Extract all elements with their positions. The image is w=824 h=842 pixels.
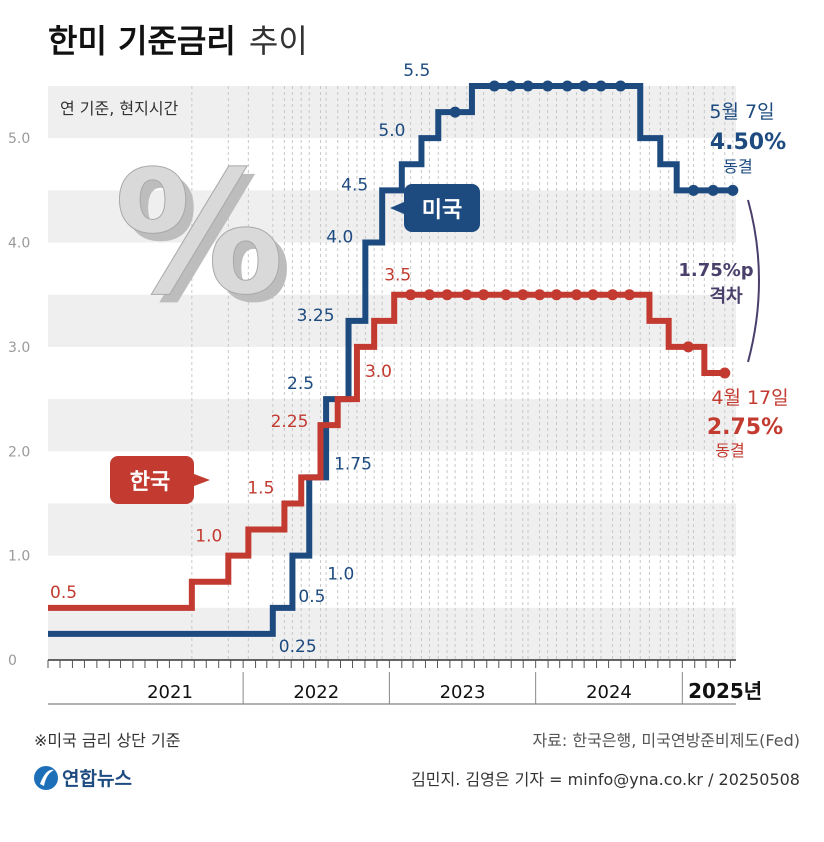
kr-end-value: 2.75% [707, 415, 783, 440]
y-tick-label: 5.0 [8, 131, 30, 147]
year-label: 2025년 [688, 679, 762, 703]
us-hold-dot [615, 80, 627, 92]
us-legend-badge: 미국 [390, 184, 480, 232]
kr-end-note: 4월 17일 2.75% 동결 [707, 387, 789, 460]
us-hold-dot [542, 80, 554, 92]
x-axis: 2021 2022 2023 2024 2025년 [47, 659, 762, 705]
unit-note: 연 기준, 현지시간 [60, 99, 179, 118]
series-layer [48, 80, 739, 637]
y-tick-label: 2.0 [8, 444, 30, 460]
us-hold-dot [505, 80, 517, 92]
us-end-note: 5월 7일 4.50% 동결 [709, 101, 786, 176]
us-hold-dot [488, 80, 500, 92]
kr-end-date: 4월 17일 [711, 387, 788, 409]
us-hold-dot [522, 80, 534, 92]
footnote: ※미국 금리 상단 기준 [34, 731, 180, 750]
us-hold-dot [707, 184, 719, 196]
us-value-label: 1.0 [327, 565, 354, 585]
year-label: 2024 [586, 682, 632, 703]
y-tick-label: 4.0 [8, 236, 30, 252]
credit: 김민지. 김영은 기자 = minfo@yna.co.kr / 20250508 [411, 770, 800, 789]
us-hold-dot [688, 184, 700, 196]
grid-band [48, 399, 736, 452]
y-tick-label: 1.0 [8, 549, 30, 565]
kr-legend-label: 한국 [130, 470, 170, 495]
kr-hold-dot [423, 289, 435, 301]
kr-value-label: 3.0 [365, 362, 392, 382]
us-value-label: 1.75 [334, 454, 372, 474]
kr-value-label: 3.5 [384, 266, 411, 286]
kr-value-label: 2.25 [271, 412, 309, 432]
gap-value: 1.75%p [678, 260, 753, 281]
source: 자료: 한국은행, 미국연방준비제도(Fed) [532, 731, 800, 750]
kr-hold-dot [682, 341, 694, 353]
title-bold: 한미 기준금리 [48, 22, 236, 60]
kr-hold-dot [441, 289, 453, 301]
kr-end-status: 동결 [715, 441, 744, 460]
kr-hold-dot [550, 289, 562, 301]
us-value-label: 0.25 [279, 637, 317, 657]
y-axis: 0 1.0 2.0 3.0 4.0 5.0 [8, 131, 30, 669]
year-label: 2021 [147, 682, 193, 703]
svg-text:%: % [122, 143, 292, 341]
us-value-label: 5.5 [403, 61, 430, 81]
us-value-label: 0.5 [298, 587, 325, 607]
kr-value-label: 1.0 [195, 527, 222, 547]
year-label: 2023 [440, 682, 486, 703]
kr-value-label: 0.5 [50, 583, 77, 603]
grid-band [48, 503, 736, 556]
percent-icon: % % [114, 135, 293, 342]
us-hold-dot [561, 80, 573, 92]
us-end-value: 4.50% [710, 130, 786, 155]
kr-hold-dot [607, 289, 619, 301]
value-labels: 0.250.51.01.752.53.254.04.55.05.50.51.01… [50, 61, 430, 657]
us-rate-line [48, 83, 733, 637]
kr-legend-badge: 한국 [110, 456, 210, 504]
grid-band [48, 190, 736, 243]
us-end-date: 5월 7일 [709, 101, 774, 123]
kr-hold-dot [534, 289, 546, 301]
gap-label: 격차 [709, 286, 743, 307]
svg-text:%: % [114, 135, 284, 333]
us-hold-dot [449, 106, 461, 118]
kr-hold-dot [405, 289, 417, 301]
kr-hold-dot [587, 289, 599, 301]
year-label: 2022 [293, 682, 339, 703]
kr-hold-dot [719, 367, 731, 379]
kr-hold-dot [571, 289, 583, 301]
us-end-status: 동결 [723, 157, 752, 176]
y-tick-label: 3.0 [8, 340, 30, 356]
kr-value-label: 1.5 [247, 478, 274, 498]
kr-hold-dot [623, 289, 635, 301]
grid-band [48, 86, 736, 139]
y-tick-label: 0 [8, 653, 17, 669]
kr-hold-dot [478, 289, 490, 301]
us-hold-dot [578, 80, 590, 92]
kr-hold-dot [517, 289, 529, 301]
us-value-label: 4.0 [326, 228, 353, 248]
logo-text: 연합뉴스 [62, 768, 132, 790]
us-hold-dot [595, 80, 607, 92]
us-value-label: 4.5 [341, 175, 368, 195]
us-value-label: 5.0 [378, 121, 405, 141]
title-light: 추이 [249, 22, 308, 60]
us-value-label: 2.5 [287, 374, 314, 394]
us-hold-dot [727, 184, 739, 196]
us-legend-label: 미국 [422, 198, 462, 223]
kr-hold-dot [461, 289, 473, 301]
yonhap-logo: 연합뉴스 [34, 766, 132, 790]
us-value-label: 3.25 [297, 306, 335, 326]
gap-annotation: 1.75%p 격차 [678, 199, 760, 363]
kr-hold-dot [500, 289, 512, 301]
chart-title: 한미 기준금리 추이 [48, 22, 308, 60]
kr-rate-line [48, 291, 725, 611]
